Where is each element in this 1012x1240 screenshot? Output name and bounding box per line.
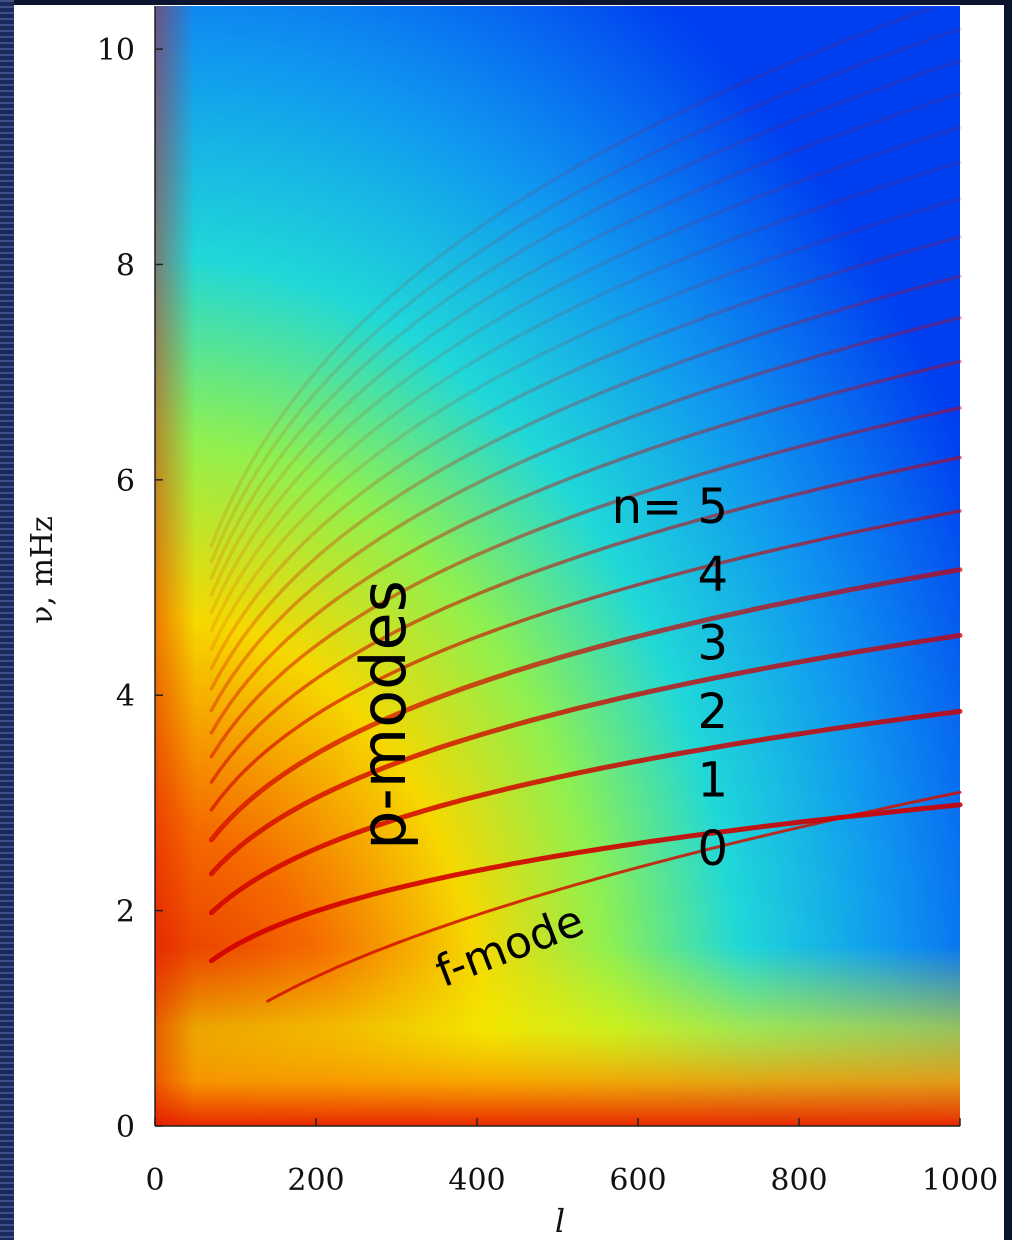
heatmap-edge [155, 6, 196, 1126]
ridge [209, 235, 962, 671]
x-axis-label: l [555, 1202, 565, 1240]
side-stripes [0, 0, 14, 1240]
order-label: 0 [697, 821, 728, 877]
heatmap-floor [155, 946, 960, 1126]
ridge [209, 125, 962, 615]
ridge [208, 567, 963, 843]
ridge [209, 6, 934, 548]
x-tick-label: 400 [448, 1163, 505, 1198]
y-tick-label: 2 [116, 895, 135, 930]
ridge [209, 455, 962, 784]
order-label: 1 [697, 753, 728, 809]
ridge [208, 708, 963, 916]
plot-area [155, 6, 963, 1126]
y-tick-label: 0 [116, 1110, 135, 1145]
ridge [209, 274, 962, 691]
y-tick-label: 4 [116, 679, 135, 714]
y-axis-label: ν, mHz [25, 516, 60, 624]
ridge [209, 406, 962, 759]
ridge [209, 197, 962, 651]
ridge [209, 509, 962, 812]
p-modes-label: p-modes [347, 580, 420, 850]
heatmap [155, 6, 960, 1126]
ridge [209, 91, 962, 597]
order-label: 4 [697, 547, 728, 603]
x-tick-label: 800 [770, 1163, 827, 1198]
y-tick-label: 6 [116, 464, 135, 499]
y-tick-label: 8 [116, 248, 135, 283]
x-tick-label: 1000 [922, 1163, 998, 1198]
ridge [209, 316, 962, 713]
ridge [208, 802, 963, 964]
x-tick-label: 200 [287, 1163, 344, 1198]
order-label: 3 [697, 616, 728, 672]
x-tick-label: 600 [609, 1163, 666, 1198]
order-label: 2 [697, 684, 728, 740]
n-label: n= 5 [612, 479, 728, 535]
y-tick-label: 10 [97, 33, 135, 68]
ridge [209, 160, 962, 633]
ridge [208, 632, 963, 877]
x-tick-label: 0 [145, 1163, 164, 1198]
ridge [209, 359, 962, 735]
ridge [209, 27, 962, 564]
ridge [209, 59, 962, 580]
